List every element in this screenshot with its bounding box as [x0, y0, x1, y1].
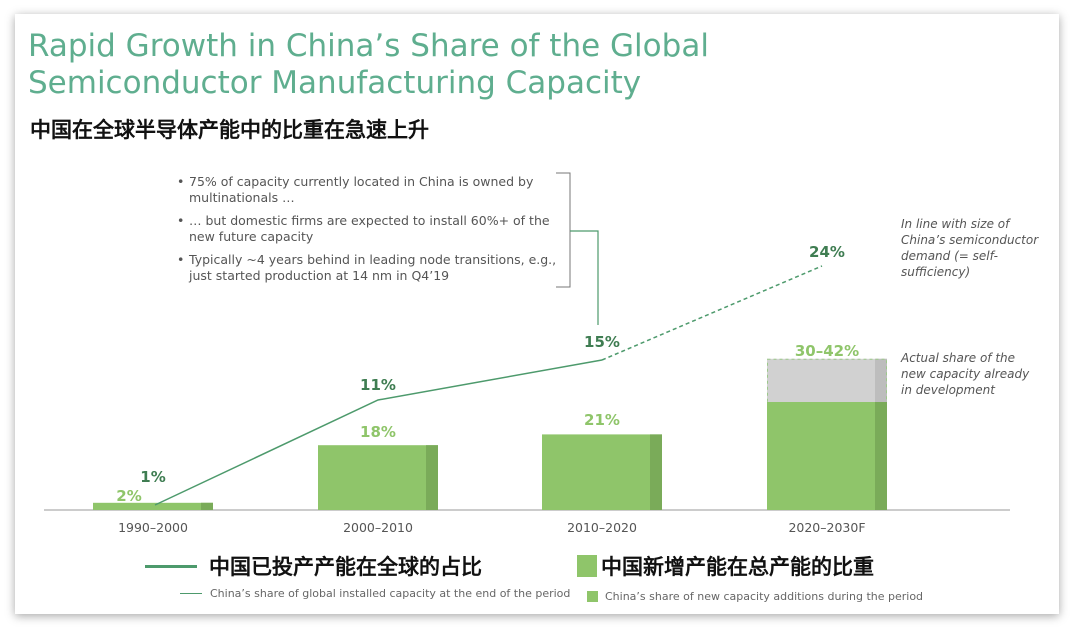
bar	[318, 445, 438, 510]
line-value-label: 1%	[140, 468, 165, 486]
line-value-label: 24%	[809, 243, 845, 261]
bar-shade	[201, 502, 213, 510]
bar-shade	[875, 402, 887, 510]
bar-value-label: 21%	[584, 411, 620, 429]
bar	[767, 402, 887, 510]
legend-bar-swatch	[577, 555, 597, 577]
legend-bar-item: 中国新增产能在总产能的比重	[577, 551, 874, 581]
x-tick-label: 2020–2030F	[788, 520, 865, 535]
bar-annotation: Actual share of the new capacity already…	[901, 351, 1030, 397]
legend-bar-swatch-small	[587, 591, 598, 602]
page-title: Rapid Growth in China’s Share of the Glo…	[28, 28, 709, 101]
notes-list: 75% of capacity currently located in Chi…	[177, 174, 562, 291]
legend-line-item: 中国已投产产能在全球的占比	[145, 551, 482, 581]
line-value-label: 15%	[584, 333, 620, 351]
bar-value-label: 2%	[116, 487, 141, 505]
x-tick-label: 1990–2000	[118, 520, 188, 535]
bar-range	[767, 358, 887, 402]
notes-bracket	[556, 172, 571, 288]
legend-bar-label-cn: 中国新增产能在总产能的比重	[601, 555, 874, 579]
bar-range-outline	[767, 358, 887, 403]
note-item: 75% of capacity currently located in Chi…	[177, 174, 562, 206]
legend-line-swatch	[145, 564, 197, 568]
x-tick-label: 2010–2020	[567, 520, 637, 535]
legend-line-label-en: China’s share of global installed capaci…	[210, 587, 571, 600]
bar	[93, 502, 213, 510]
bar-range-shade	[875, 358, 887, 402]
bar	[542, 434, 662, 510]
legend-bar-label-en: China’s share of new capacity additions …	[605, 590, 924, 603]
line-value-label: 11%	[360, 376, 396, 394]
note-item: Typically ~4 years behind in leading nod…	[177, 252, 562, 284]
notes-connector	[570, 230, 599, 325]
line-annotation: In line with size of China’s semiconduct…	[901, 217, 1039, 279]
bar-shade	[426, 445, 438, 510]
legend-bar-en-item: China’s share of new capacity additions …	[587, 590, 923, 603]
legend-line-en-item: China’s share of global installed capaci…	[180, 587, 570, 600]
x-tick-label: 2000–2010	[343, 520, 413, 535]
line-series-actual	[154, 359, 603, 506]
bar-shade	[650, 434, 662, 510]
chinese-subtitle: 中国在全球半导体产能中的比重在急速上升	[30, 118, 429, 142]
bar-value-label: 30–42%	[795, 342, 859, 360]
note-item: … but domestic firms are expected to ins…	[177, 213, 562, 245]
slide-panel	[15, 14, 1059, 614]
legend-line-label-cn: 中国已投产产能在全球的占比	[209, 555, 482, 579]
bar-value-label: 18%	[360, 423, 396, 441]
line-series-forecast	[601, 265, 823, 361]
legend-line-swatch-small	[180, 593, 202, 594]
